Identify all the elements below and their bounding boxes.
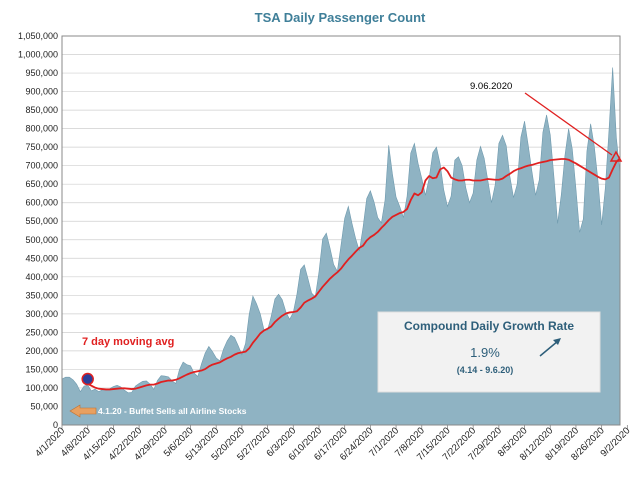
y-tick-label: 0	[53, 420, 58, 430]
buffett-annotation: 4.1.20 - Buffet Sells all Airline Stocks	[69, 404, 247, 418]
y-tick-label: 350,000	[25, 290, 58, 300]
y-tick-label: 800,000	[25, 124, 58, 134]
plot-area-border	[61, 35, 621, 426]
y-tick-label: 250,000	[25, 327, 58, 337]
moving-avg-label: 7 day moving avg	[82, 336, 174, 348]
y-axis-ticks: 0 50,000 100,000 150,000 200,000 250,000 300,0…	[18, 31, 58, 430]
moving-average-line	[83, 157, 621, 391]
y-tick-label: 750,000	[25, 142, 58, 152]
y-tick-label: 200,000	[25, 346, 58, 356]
growth-rate-range: (4.14 - 9.6.20)	[457, 365, 514, 375]
y-tick-label: 500,000	[25, 235, 58, 245]
x-axis-ticks: 4/1/20204/8/20204/15/20204/22/20204/29/2…	[33, 425, 632, 463]
growth-rate-panel	[377, 311, 601, 393]
peak-pointer-line	[524, 92, 613, 156]
buffett-note: 4.1.20 - Buffet Sells all Airline Stocks	[98, 406, 247, 416]
trend-up-arrow-icon	[539, 340, 559, 357]
y-tick-label: 100,000	[25, 383, 58, 393]
y-tick-label: 50,000	[30, 401, 58, 411]
y-tick-label: 950,000	[25, 68, 58, 78]
y-tick-label: 300,000	[25, 309, 58, 319]
y-tick-label: 650,000	[25, 179, 58, 189]
y-tick-label: 550,000	[25, 216, 58, 226]
trend-up-arrowhead-icon	[553, 338, 561, 345]
peak-date-label: 9.06.2020	[470, 81, 512, 92]
y-tick-label: 900,000	[25, 87, 58, 97]
y-tick-label: 450,000	[25, 253, 58, 263]
growth-rate-title: Compound Daily Growth Rate	[404, 319, 574, 333]
y-tick-label: 600,000	[25, 198, 58, 208]
y-tick-label: 850,000	[25, 105, 58, 115]
y-tick-label: 400,000	[25, 272, 58, 282]
y-tick-label: 700,000	[25, 161, 58, 171]
y-tick-label: 1,050,000	[18, 31, 58, 41]
start-point-marker	[81, 372, 94, 386]
peak-triangle-icon	[609, 150, 623, 162]
y-tick-label: 150,000	[25, 364, 58, 374]
left-arrow-icon	[69, 404, 97, 418]
growth-rate-box: Compound Daily Growth Rate 1.9% (4.14 - …	[377, 311, 601, 393]
moving-average-series	[83, 157, 621, 391]
peak-annotation: 9.06.2020	[470, 81, 623, 162]
y-tick-label: 1,000,000	[18, 50, 58, 60]
chart-title: TSA Daily Passenger Count	[255, 10, 426, 25]
growth-rate-value: 1.9%	[470, 345, 500, 360]
